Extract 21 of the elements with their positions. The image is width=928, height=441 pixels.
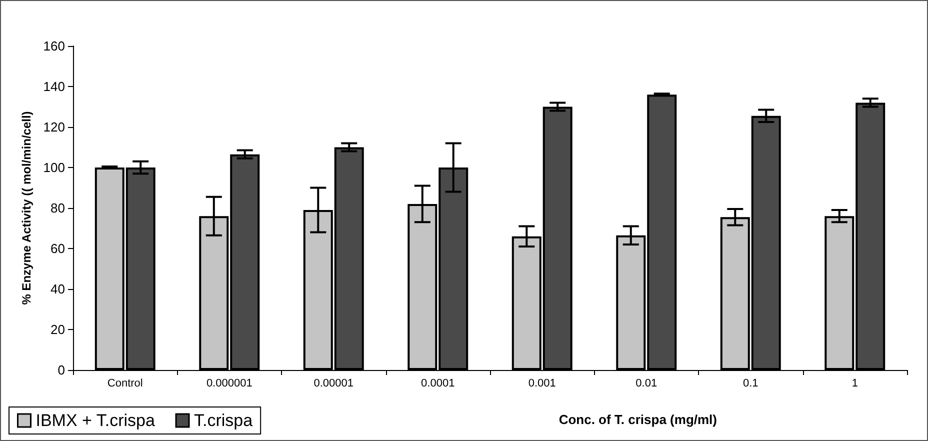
x-tick-label: 0.0001 [421, 378, 455, 390]
x-tick-label: 0.001 [528, 378, 556, 390]
x-axis-title: Conc. of T. crispa (mg/ml) [558, 412, 718, 427]
y-tick-label: 80 [50, 200, 65, 216]
y-tick-label: 60 [50, 241, 65, 256]
x-tick-label: 1 [852, 378, 858, 390]
y-tick-label: 100 [43, 160, 65, 175]
y-tick-label: 120 [43, 120, 65, 134]
y-tick-label: 160 [43, 38, 65, 54]
x-tick-label: 0.00001 [314, 378, 354, 390]
legend-label: IBMX + T.crispa [36, 411, 156, 430]
y-tick-label: 20 [50, 322, 65, 337]
y-tick-label: 0 [58, 362, 65, 378]
x-tick-label: 0.1 [742, 378, 758, 390]
x-tick-label: 0.01 [636, 378, 658, 390]
y-axis-title: % Enzyme Activity (( mol/min/cell) [19, 111, 34, 305]
y-tick-label: 140 [43, 79, 65, 94]
x-tick-label: 0.000001 [206, 378, 252, 390]
legend-label: T.crispa [194, 411, 254, 430]
y-tick-label: 40 [50, 282, 65, 296]
x-tick-label: Control [107, 378, 143, 390]
